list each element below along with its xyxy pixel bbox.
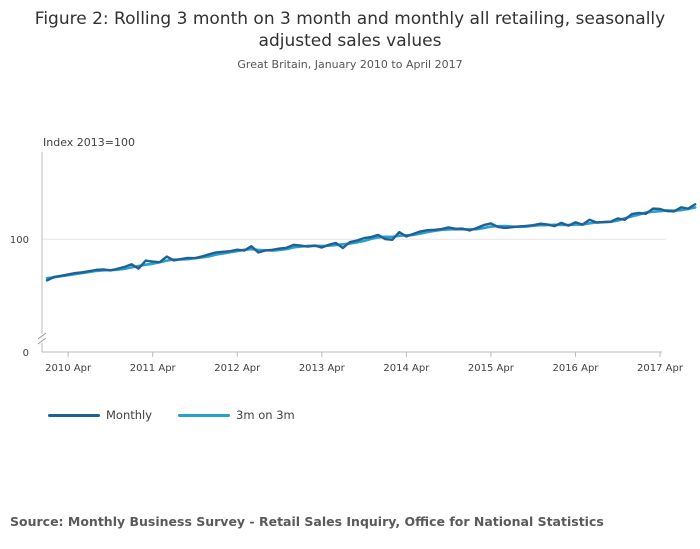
x-tick-label: 2017 Apr — [637, 363, 684, 374]
legend-swatch-3m-on-3m — [178, 413, 231, 417]
legend-label-3m-on-3m: 3m on 3m — [236, 408, 295, 422]
series-line-3m-on-3m — [45, 206, 697, 280]
x-tick-label: 2014 Apr — [383, 363, 430, 374]
chart-title: Figure 2: Rolling 3 month on 3 month and… — [34, 9, 666, 51]
y-tick-label: 0 — [23, 348, 29, 359]
series-line-monthly — [45, 203, 697, 282]
y-axis-label: Index 2013=100 — [43, 136, 135, 149]
x-tick-label: 2011 Apr — [130, 363, 177, 374]
x-tick-label: 2013 Apr — [299, 363, 346, 374]
x-tick-label: 2015 Apr — [468, 363, 515, 374]
x-tick-label: 2010 Apr — [45, 363, 92, 374]
legend-item-monthly[interactable]: Monthly — [48, 408, 152, 422]
axis-break-mark — [37, 337, 47, 345]
axis-break-mark — [37, 332, 47, 340]
legend-swatch-monthly — [48, 413, 100, 417]
chart-area: Index 2013=100 0 100 2010 Apr 2011 Apr 2012 A… — [10, 136, 697, 374]
legend: Monthly 3m on 3m — [48, 408, 295, 422]
legend-label-monthly: Monthly — [106, 408, 153, 422]
source-note: Source: Monthly Business Survey - Retail… — [10, 514, 604, 529]
y-tick-label: 100 — [10, 235, 29, 246]
x-tick-label: 2012 Apr — [214, 363, 261, 374]
chart-subtitle: Great Britain, January 2010 to April 201… — [237, 58, 463, 71]
legend-item-3m-on-3m[interactable]: 3m on 3m — [178, 408, 295, 422]
x-tick-label: 2016 Apr — [552, 363, 599, 374]
